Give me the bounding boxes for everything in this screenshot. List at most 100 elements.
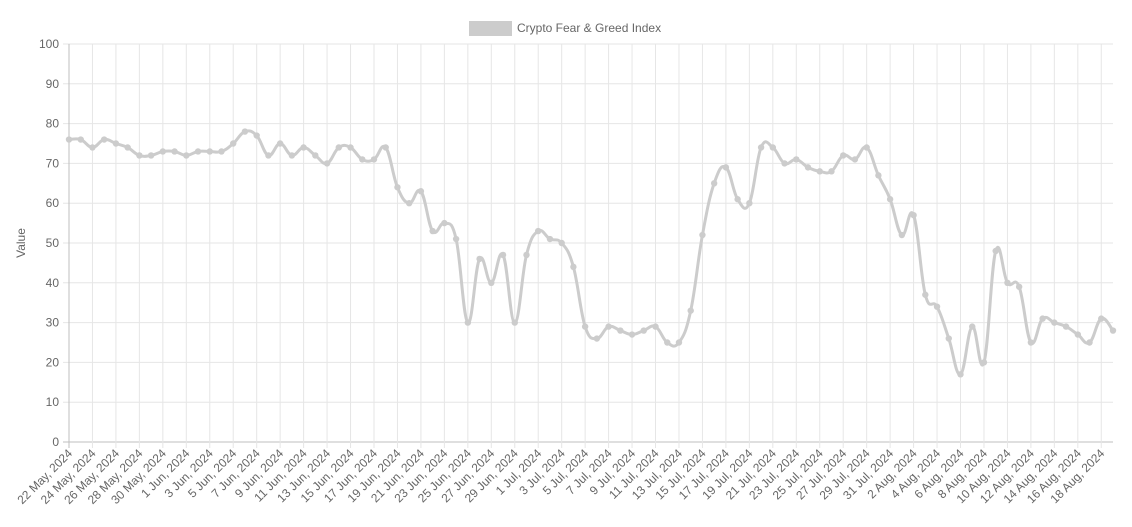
data-point[interactable] bbox=[840, 152, 847, 159]
data-point[interactable] bbox=[405, 200, 413, 207]
data-point[interactable] bbox=[581, 323, 589, 330]
data-point[interactable] bbox=[804, 164, 812, 171]
data-point[interactable] bbox=[499, 251, 507, 259]
data-point[interactable] bbox=[1039, 315, 1046, 322]
series-line bbox=[68, 129, 1115, 376]
data-point[interactable] bbox=[816, 168, 823, 175]
data-point[interactable] bbox=[183, 152, 190, 159]
data-point[interactable] bbox=[253, 132, 260, 139]
data-point[interactable] bbox=[370, 156, 378, 163]
data-point[interactable] bbox=[1004, 279, 1011, 286]
data-point[interactable] bbox=[218, 148, 225, 155]
data-point[interactable] bbox=[593, 335, 601, 342]
data-point[interactable] bbox=[1062, 323, 1070, 330]
data-point[interactable] bbox=[65, 136, 73, 143]
data-point[interactable] bbox=[171, 148, 178, 155]
data-point[interactable] bbox=[1015, 283, 1023, 290]
data-point[interactable] bbox=[851, 156, 859, 163]
data-point[interactable] bbox=[757, 144, 765, 151]
data-point[interactable] bbox=[675, 339, 683, 346]
data-point[interactable] bbox=[77, 136, 84, 143]
data-point[interactable] bbox=[1098, 315, 1105, 322]
data-point[interactable] bbox=[699, 231, 706, 239]
data-point[interactable] bbox=[969, 323, 976, 330]
y-axis-ticks: 0 10 20 30 40 50 60 70 80 90 100 bbox=[39, 37, 59, 449]
data-point[interactable] bbox=[664, 339, 671, 346]
data-point[interactable] bbox=[570, 263, 577, 271]
data-point[interactable] bbox=[734, 196, 741, 203]
data-point[interactable] bbox=[394, 184, 401, 191]
data-point[interactable] bbox=[605, 323, 612, 330]
data-point[interactable] bbox=[147, 152, 155, 159]
data-point[interactable] bbox=[89, 144, 96, 151]
data-point[interactable] bbox=[793, 156, 800, 163]
data-point[interactable] bbox=[100, 136, 108, 143]
data-point[interactable] bbox=[992, 247, 999, 255]
y-tick-label: 30 bbox=[46, 316, 60, 330]
data-point[interactable] bbox=[300, 144, 307, 151]
data-point[interactable] bbox=[206, 148, 213, 155]
data-point[interactable] bbox=[159, 148, 167, 155]
data-point[interactable] bbox=[945, 335, 952, 342]
data-point[interactable] bbox=[769, 144, 777, 151]
data-point[interactable] bbox=[910, 211, 917, 219]
data-point[interactable] bbox=[1027, 339, 1035, 346]
data-point[interactable] bbox=[886, 196, 894, 203]
data-point[interactable] bbox=[980, 359, 988, 366]
data-point[interactable] bbox=[511, 319, 518, 326]
legend-label: Crypto Fear & Greed Index bbox=[517, 21, 661, 35]
data-point[interactable] bbox=[359, 156, 366, 163]
y-tick-label: 20 bbox=[46, 355, 60, 369]
data-point[interactable] bbox=[863, 144, 870, 151]
data-point[interactable] bbox=[558, 239, 565, 247]
legend-swatch bbox=[469, 21, 512, 36]
data-point[interactable] bbox=[112, 140, 120, 147]
data-point[interactable] bbox=[441, 219, 448, 227]
data-point[interactable] bbox=[276, 140, 284, 147]
data-point[interactable] bbox=[652, 323, 659, 330]
data-point[interactable] bbox=[898, 231, 906, 239]
data-point[interactable] bbox=[687, 307, 694, 314]
data-point[interactable] bbox=[781, 160, 788, 167]
data-point[interactable] bbox=[828, 168, 835, 175]
data-point[interactable] bbox=[194, 148, 202, 155]
data-point[interactable] bbox=[922, 291, 929, 298]
data-point[interactable] bbox=[957, 371, 964, 378]
data-point[interactable] bbox=[452, 235, 460, 243]
data-point[interactable] bbox=[335, 144, 342, 151]
data-point[interactable] bbox=[535, 227, 542, 235]
y-tick-label: 100 bbox=[39, 37, 59, 51]
data-point[interactable] bbox=[640, 327, 647, 334]
data-point[interactable] bbox=[488, 279, 495, 286]
data-point[interactable] bbox=[136, 152, 143, 159]
data-point[interactable] bbox=[288, 152, 296, 159]
data-point[interactable] bbox=[746, 200, 753, 207]
data-point[interactable] bbox=[1086, 339, 1093, 346]
data-point[interactable] bbox=[241, 128, 249, 135]
data-point[interactable] bbox=[933, 303, 941, 310]
data-point[interactable] bbox=[429, 227, 436, 235]
data-point[interactable] bbox=[476, 255, 483, 263]
y-tick-label: 50 bbox=[46, 236, 60, 250]
data-point[interactable] bbox=[710, 180, 718, 187]
data-point[interactable] bbox=[546, 235, 554, 243]
data-point[interactable] bbox=[230, 140, 237, 147]
data-point[interactable] bbox=[875, 172, 882, 179]
data-point[interactable] bbox=[628, 331, 636, 338]
data-point[interactable] bbox=[617, 327, 624, 334]
data-point[interactable] bbox=[722, 164, 730, 171]
data-point[interactable] bbox=[347, 144, 354, 151]
data-point[interactable] bbox=[124, 144, 131, 151]
chart-legend[interactable]: Crypto Fear & Greed Index bbox=[469, 21, 661, 36]
data-point[interactable] bbox=[323, 160, 331, 167]
data-point[interactable] bbox=[523, 251, 530, 259]
data-point[interactable] bbox=[464, 319, 472, 326]
data-point[interactable] bbox=[1109, 327, 1117, 334]
data-point[interactable] bbox=[312, 152, 319, 159]
data-point[interactable] bbox=[1074, 331, 1082, 338]
data-point[interactable] bbox=[265, 152, 272, 159]
data-point[interactable] bbox=[382, 144, 389, 151]
data-point[interactable] bbox=[417, 188, 425, 195]
data-point[interactable] bbox=[1051, 319, 1058, 326]
